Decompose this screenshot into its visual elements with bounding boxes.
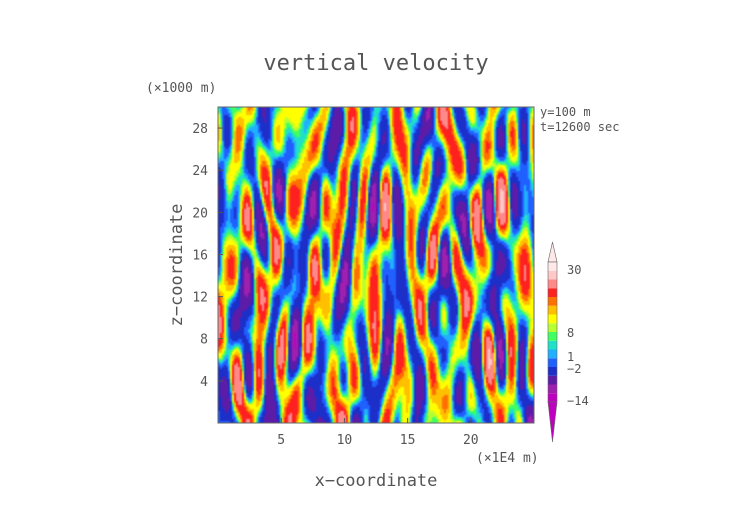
annotation-t: t=12600 sec: [540, 120, 619, 134]
colorbar-segment: [548, 367, 557, 376]
colorbar-segment: [548, 297, 557, 306]
y-tick-label: 28: [192, 122, 208, 137]
colorbar-segment: [548, 288, 557, 297]
colorbar-segment: [548, 279, 557, 289]
y-axis-label: z−coordinate: [167, 204, 187, 327]
colorbar-segment: [548, 375, 557, 385]
y-tick-label: 16: [192, 248, 208, 263]
annotation-y: y=100 m: [540, 105, 591, 119]
colorbar-segment: [548, 340, 557, 350]
colorbar-segment: [548, 393, 557, 402]
chart-title: vertical velocity: [263, 51, 488, 76]
colorbar-tick-label: −2: [567, 362, 581, 376]
colorbar-segment: [548, 314, 557, 324]
y-tick-label: 24: [192, 164, 208, 179]
colorbar-tick-label: 30: [567, 263, 581, 277]
colorbar-segment: [548, 323, 557, 332]
colorbar-top-triangle: [547, 241, 558, 263]
x-tick-label: 20: [463, 433, 479, 448]
x-axis-label: x−coordinate: [315, 471, 438, 491]
plot-area: [217, 106, 535, 424]
colorbar-segment: [548, 262, 557, 271]
x-tick-label: 15: [400, 433, 416, 448]
colorbar-segment: [548, 332, 557, 341]
x-unit-label: (×1E4 m): [476, 451, 539, 466]
y-tick-label: 4: [200, 375, 208, 390]
colorbar-bottom-triangle: [547, 401, 558, 443]
colorbar-segment: [548, 270, 557, 280]
colorbar-segment: [548, 384, 557, 394]
heatmap-field: [218, 107, 534, 423]
y-axis: 4 8 12 16 20 24 28: [192, 122, 223, 390]
y-tick-label: 20: [192, 206, 208, 221]
x-axis: 5 10 15 20: [277, 418, 479, 448]
colorbar-segment: [548, 358, 557, 367]
y-unit-label: (×1000 m): [146, 81, 216, 96]
colorbar: 30 8 1−2 −14: [547, 241, 589, 443]
y-tick-label: 12: [192, 291, 208, 306]
plot-frame: [217, 106, 535, 424]
y-tick-label: 8: [200, 333, 208, 348]
colorbar-tick-label: 8: [567, 326, 574, 340]
colorbar-tick-label: 1: [567, 350, 574, 364]
colorbar-tick-label: −14: [567, 394, 589, 408]
colorbar-segment: [548, 305, 557, 315]
x-tick-label: 5: [277, 433, 285, 448]
x-tick-label: 10: [337, 433, 353, 448]
colorbar-segment: [548, 349, 557, 359]
